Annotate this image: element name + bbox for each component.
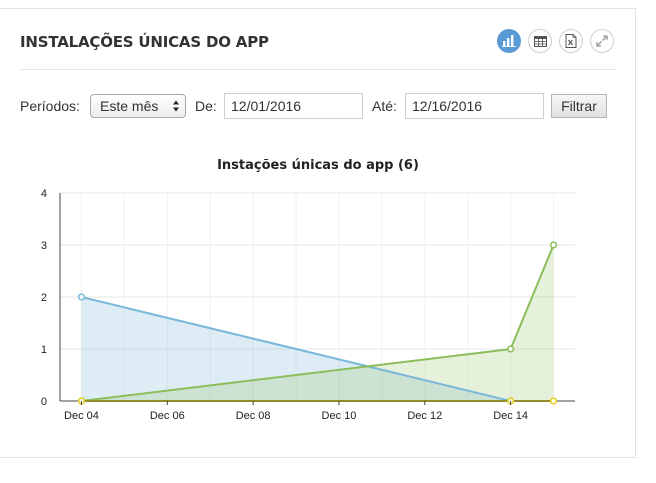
panel: INSTALAÇÕES ÚNICAS DO APP	[0, 8, 636, 458]
x-tick-label: Dec 08	[236, 410, 271, 422]
expand-icon	[596, 35, 608, 47]
series-1-point	[549, 241, 558, 249]
x-tick-label: Dec 06	[150, 410, 185, 422]
period-select[interactable]: Este mês	[90, 94, 186, 118]
filter-bar: Períodos: Este mês De: Até: Filtrar	[20, 93, 620, 119]
to-label: Até:	[372, 98, 397, 114]
export-excel-button[interactable]	[559, 29, 583, 53]
y-tick-label: 2	[41, 292, 47, 304]
table-icon	[533, 35, 547, 47]
expand-button[interactable]	[590, 29, 614, 53]
y-tick-label: 4	[41, 188, 47, 200]
chart-areas	[81, 245, 554, 401]
series-2-point	[549, 397, 558, 405]
filter-button[interactable]: Filtrar	[551, 94, 607, 118]
series-1-area	[81, 245, 554, 401]
period-select-value: Este mês	[100, 98, 159, 114]
y-tick-label: 1	[41, 344, 47, 356]
select-arrows-icon	[173, 100, 179, 112]
to-date-input[interactable]	[405, 93, 544, 119]
panel-header: INSTALAÇÕES ÚNICAS DO APP	[20, 9, 616, 70]
x-tick-label: Dec 04	[64, 410, 99, 422]
panel-title: INSTALAÇÕES ÚNICAS DO APP	[20, 33, 269, 51]
from-date-input[interactable]	[224, 93, 363, 119]
y-axis-ticks: 0 1 2 3 4	[41, 188, 47, 408]
x-tick-label: Dec 12	[407, 410, 442, 422]
series-1-point	[507, 345, 515, 353]
series-0-line	[81, 296, 511, 402]
y-tick-label: 0	[41, 396, 47, 408]
x-axis-ticks: Dec 04 Dec 06 Dec 08 Dec 10 Dec 12 Dec 14	[64, 401, 528, 422]
series-0-point	[77, 293, 86, 301]
bar-chart-view-button[interactable]	[497, 29, 521, 53]
from-label: De:	[195, 98, 217, 114]
period-label: Períodos:	[20, 98, 80, 114]
chart-grid	[60, 192, 575, 402]
table-view-button[interactable]	[528, 29, 552, 53]
x-tick-label: Dec 10	[322, 410, 357, 422]
x-tick-label: Dec 14	[493, 410, 528, 422]
y-tick-label: 3	[41, 240, 47, 252]
chart-axes	[59, 193, 575, 402]
chart-title: Instações únicas do app (6)	[217, 158, 419, 173]
bar-chart-icon	[502, 35, 516, 47]
excel-icon	[565, 34, 577, 48]
